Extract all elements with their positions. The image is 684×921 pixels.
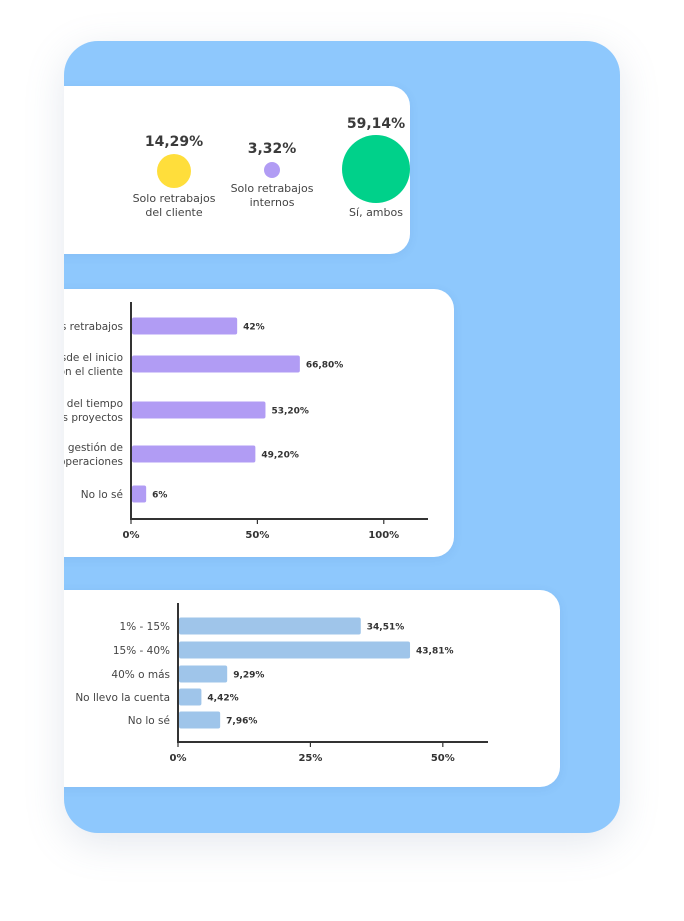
bar-chart-1: 0% 50% 100% 42% s retrabajos 66,80% esde el in… — [64, 302, 428, 541]
bar — [132, 445, 256, 463]
category-label: 15% - 40% — [113, 645, 170, 657]
bar-value-label: 42% — [243, 323, 265, 333]
bar — [179, 688, 202, 706]
category-label: o del tiempo — [64, 398, 123, 410]
bubble-label: Sí, ambos — [349, 206, 403, 219]
bar — [132, 401, 266, 419]
bubble-label: Solo retrabajos — [132, 192, 216, 205]
bubble-circle — [264, 162, 280, 178]
category-label: s retrabajos — [64, 321, 123, 333]
bubble-circle — [157, 154, 191, 188]
bubble-internal-reworks: 3,32% Solo retrabajos internos — [222, 141, 322, 210]
x-tick-label: 0% — [123, 530, 140, 541]
bubble-value: 59,14% — [346, 116, 406, 132]
bar-value-label: 43,81% — [416, 647, 454, 657]
bubble-value: 3,32% — [247, 141, 297, 157]
bubble-label: del cliente — [145, 206, 203, 219]
category-label: operaciones — [64, 456, 123, 468]
category-label: on el cliente — [64, 366, 123, 378]
bubble-label: internos — [249, 196, 295, 209]
bar-value-label: 6% — [152, 491, 167, 501]
bar-value-label: 4,42% — [207, 694, 238, 704]
bar — [132, 317, 238, 335]
blue-background-panel: 14,29% Solo retrabajos del cliente 3,32%… — [64, 41, 620, 833]
bubble-value: 14,29% — [144, 134, 204, 150]
x-tick-label: 25% — [298, 753, 322, 764]
bar-value-label: 66,80% — [306, 361, 344, 371]
bubble-label: Solo retrabajos — [230, 182, 314, 195]
bar — [132, 355, 300, 373]
bar-value-label: 49,20% — [261, 451, 299, 461]
bubble-both: 59,14% Sí, ambos — [326, 116, 426, 220]
bar-value-label: 34,51% — [367, 623, 405, 633]
bar-value-label: 9,29% — [233, 671, 264, 681]
bar-chart-2: 0% 25% 50% 34,51% 1% - 15% 43,81% 15% - 40% 9,2… — [75, 603, 488, 764]
category-label: 1% - 15% — [120, 621, 170, 633]
category-label: No llevo la cuenta — [75, 692, 170, 704]
category-label: os proyectos — [64, 412, 123, 424]
category-label: esde el inicio — [64, 352, 123, 364]
bubble-circle — [342, 135, 410, 203]
x-tick-label: 50% — [431, 753, 455, 764]
bar-chart-card-1: 0% 50% 100% 42% s retrabajos 66,80% esde el in… — [64, 289, 454, 557]
category-label: 40% o más — [111, 669, 170, 681]
x-tick-label: 50% — [245, 530, 269, 541]
bar-value-label: 7,96% — [226, 717, 257, 727]
bar — [132, 485, 147, 503]
bar — [179, 617, 361, 635]
bar-chart-card-2: 0% 25% 50% 34,51% 1% - 15% 43,81% 15% - 40% 9,2… — [64, 590, 560, 787]
bar — [179, 665, 228, 683]
bar-value-label: 53,20% — [271, 407, 309, 417]
bar — [179, 711, 221, 729]
bubble-chart-card: 14,29% Solo retrabajos del cliente 3,32%… — [64, 86, 410, 254]
x-tick-label: 100% — [368, 530, 399, 541]
bar — [179, 641, 411, 659]
x-tick-label: 0% — [170, 753, 187, 764]
category-label: a gestión de — [64, 442, 123, 454]
bubble-client-reworks: 14,29% Solo retrabajos del cliente — [124, 134, 224, 220]
category-label: No lo sé — [128, 715, 170, 727]
category-label: No lo sé — [81, 489, 123, 501]
